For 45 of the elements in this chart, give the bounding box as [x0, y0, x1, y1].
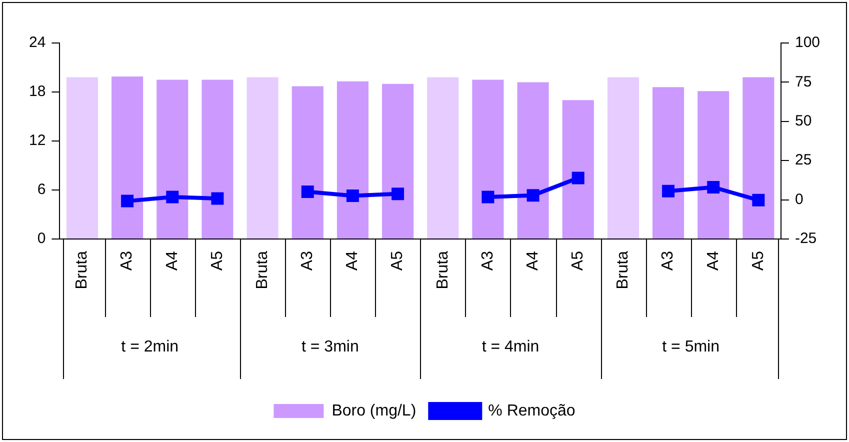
x-tick-label: A5 — [208, 250, 226, 271]
point — [572, 172, 584, 184]
point — [526, 189, 540, 202]
text: t = 5min — [662, 338, 720, 356]
y-tick-label: 12 — [28, 132, 46, 150]
x-tick-label: A3 — [118, 250, 136, 271]
text: t = 4min — [482, 338, 540, 356]
x-tick-label: Bruta — [614, 250, 632, 290]
x-tick-label: A3 — [299, 250, 316, 271]
point — [752, 194, 765, 206]
y-tick-label: 24 — [28, 34, 46, 52]
point — [301, 186, 314, 198]
point — [482, 190, 494, 204]
point — [662, 184, 675, 198]
point — [346, 189, 359, 202]
x-tick-label: A4 — [524, 250, 542, 271]
point — [211, 192, 224, 205]
y2-tick-label: 50 — [794, 112, 812, 130]
x-tick-label: A5 — [750, 250, 767, 271]
x-tick-label: Bruta — [74, 250, 91, 290]
y2-tick-label: -25 — [794, 230, 817, 248]
x-tick-label: A3 — [479, 250, 496, 271]
point — [121, 194, 134, 208]
legend-label: % Remoção — [488, 402, 576, 420]
x-tick-label: Bruta — [254, 250, 271, 290]
x-tick-label: A5 — [389, 250, 406, 271]
legend-label: Boro (mg/L) — [332, 402, 416, 420]
y2-tick-label: 25 — [794, 152, 812, 169]
text: t = 2min — [121, 338, 179, 356]
point — [707, 181, 720, 194]
y-tick-label: 6 — [37, 181, 46, 198]
x-tick-label: A4 — [344, 250, 362, 271]
point — [392, 188, 404, 200]
y2-tick-label: 75 — [794, 73, 812, 90]
x-tick-label: A4 — [164, 250, 181, 271]
y2-tick-label: 100 — [794, 34, 820, 52]
y2-tick-label: 0 — [794, 190, 804, 208]
point — [166, 190, 179, 204]
y-tick-label: 18 — [28, 83, 46, 100]
x-tick-label: A5 — [570, 250, 587, 271]
x-tick-label: Bruta — [434, 250, 452, 290]
text: t = 3min — [301, 338, 359, 356]
y-tick-label: 0 — [37, 230, 46, 248]
x-tick-label: A3 — [660, 250, 677, 271]
x-tick-label: A4 — [704, 250, 722, 271]
